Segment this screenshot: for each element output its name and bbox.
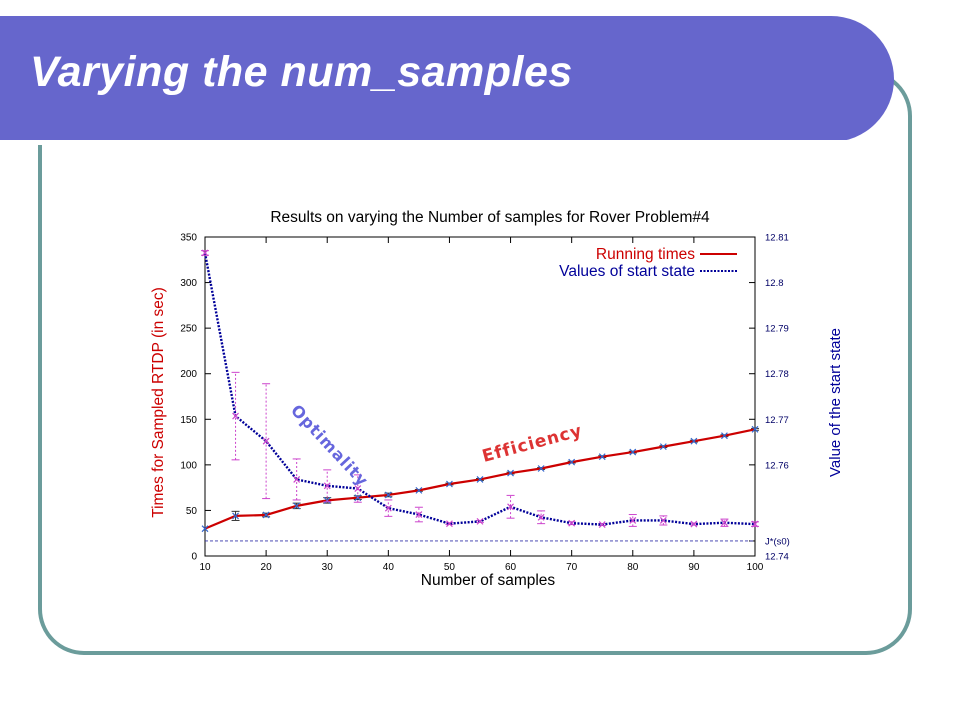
y2-tick-label: 12.77: [765, 415, 789, 426]
x-tick-label: 90: [688, 562, 700, 573]
data-point: [659, 443, 667, 451]
data-point: [293, 476, 301, 483]
y2-tick-label: 12.8: [765, 278, 784, 289]
data-point: [384, 504, 392, 512]
y-tick-label: 200: [180, 369, 197, 380]
data-point: [629, 517, 637, 524]
y2-tick-label: 12.79: [765, 324, 789, 335]
data-point: [232, 512, 239, 520]
slide-title: Varying the num_samples: [30, 48, 573, 96]
legend-label-2: Values of start state: [559, 263, 695, 280]
data-point: [629, 448, 637, 456]
data-point: [415, 486, 423, 494]
y2-tick-label: 12.78: [765, 369, 789, 380]
data-point: [721, 432, 728, 440]
plot-frame: [204, 236, 756, 557]
y2-axis-label: Value of the start state: [827, 328, 844, 477]
slide-frame: [38, 70, 912, 655]
data-point: [262, 437, 270, 445]
data-point: [293, 502, 301, 510]
y-tick-label: 300: [180, 278, 197, 289]
x-tick-label: 70: [566, 562, 578, 573]
data-point: [690, 520, 698, 528]
x-tick-label: 60: [505, 562, 517, 573]
data-point: [721, 519, 728, 527]
x-tick-label: 80: [627, 562, 639, 573]
data-point: [598, 453, 606, 461]
y2-tick-label: J*(s0): [765, 536, 790, 547]
y-tick-label: 0: [191, 552, 197, 563]
y-axis-label: Times for Sampled RTDP (in sec): [150, 287, 167, 518]
data-point: [568, 458, 576, 466]
y-tick-label: 350: [180, 233, 197, 244]
x-tick-label: 40: [383, 562, 395, 573]
chart-title: Results on varying the Number of samples…: [270, 209, 710, 226]
x-tick-label: 10: [199, 562, 211, 573]
legend-label-1: Running times: [596, 246, 695, 263]
x-tick-label: 50: [444, 562, 456, 573]
data-point: [476, 517, 484, 525]
data-point: [354, 485, 362, 492]
y-tick-label: 50: [186, 506, 198, 517]
data-point: [537, 465, 545, 472]
data-point: [446, 480, 453, 488]
data-point: [476, 476, 484, 483]
data-point: [507, 469, 514, 477]
x-tick-label: 20: [261, 562, 273, 573]
y-tick-label: 250: [180, 324, 197, 335]
y2-tick-label: 12.76: [765, 460, 789, 471]
data-point: [201, 525, 209, 533]
data-point: [537, 513, 545, 521]
data-point: [384, 491, 392, 499]
data-point: [446, 520, 453, 528]
data-point: [201, 249, 209, 257]
data-point: [323, 482, 331, 490]
y2-tick-label: 12.74: [765, 552, 789, 563]
title-bar: [0, 16, 894, 145]
data-point: [415, 511, 423, 518]
x-tick-label: 30: [322, 562, 334, 573]
data-point: [751, 520, 759, 528]
data-point: [690, 437, 698, 445]
x-axis-label: Number of samples: [421, 572, 556, 589]
data-point: [659, 517, 667, 524]
data-point: [232, 412, 239, 420]
y-tick-label: 150: [180, 415, 197, 426]
data-point: [598, 521, 606, 528]
y2-tick-label: 12.81: [765, 233, 789, 244]
data-point: [507, 503, 514, 511]
data-point: [262, 511, 270, 519]
y-tick-label: 100: [180, 460, 197, 471]
title-underline: [0, 140, 848, 145]
data-point: [751, 425, 759, 433]
data-point: [568, 519, 576, 527]
series-line-2: [203, 252, 756, 526]
x-tick-label: 100: [747, 562, 764, 573]
